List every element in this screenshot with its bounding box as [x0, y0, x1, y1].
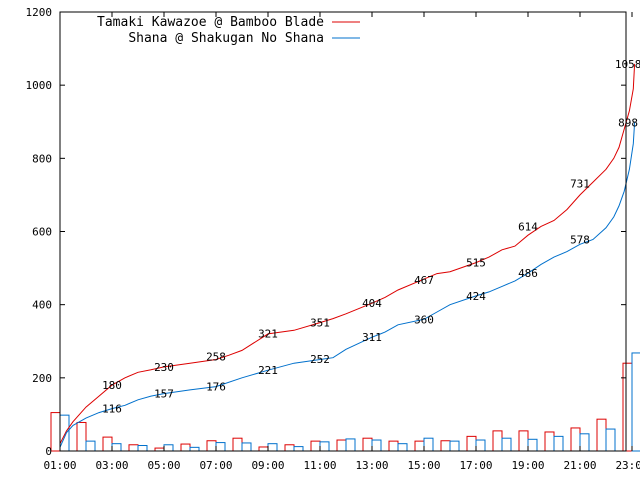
- data-label: 404: [362, 297, 382, 310]
- bar-blue: [59, 414, 70, 452]
- bar-red: [466, 435, 477, 452]
- data-label: 258: [206, 351, 226, 364]
- data-label: 176: [206, 381, 226, 394]
- bar-blue: [579, 433, 590, 452]
- data-label: 578: [570, 234, 590, 247]
- y-tick-label: 1000: [26, 79, 53, 92]
- bar-red: [206, 440, 217, 452]
- hourly-bars: [50, 352, 640, 452]
- bar-blue: [371, 439, 382, 452]
- data-label: 614: [518, 220, 538, 233]
- y-tick-label: 400: [32, 299, 52, 312]
- bar-red: [596, 418, 607, 452]
- bar-blue: [631, 352, 640, 452]
- data-label: 116: [102, 403, 122, 416]
- data-label: 486: [518, 267, 538, 280]
- bar-red: [440, 440, 451, 452]
- bar-blue: [475, 439, 486, 452]
- bar-blue: [267, 443, 278, 452]
- bar-red: [544, 431, 555, 452]
- x-tick-label: 15:00: [407, 459, 440, 472]
- y-tick-label: 600: [32, 226, 52, 239]
- data-label: 1058: [615, 58, 640, 71]
- bar-red: [362, 437, 373, 452]
- bar-red: [570, 427, 581, 452]
- data-label: 467: [414, 274, 434, 287]
- bar-blue: [397, 443, 408, 452]
- x-tick-label: 11:00: [303, 459, 336, 472]
- bar-red: [76, 421, 87, 452]
- bar-blue: [215, 442, 226, 452]
- bar-blue: [111, 443, 122, 452]
- data-label: 515: [466, 257, 486, 270]
- series-line-red: [59, 63, 636, 444]
- y-tick-label: 200: [32, 372, 52, 385]
- bar-blue: [501, 437, 512, 452]
- bar-blue: [189, 446, 200, 452]
- bar-blue: [449, 440, 460, 452]
- bar-red: [492, 430, 503, 452]
- bar-red: [180, 443, 191, 452]
- x-tick-label: 03:00: [95, 459, 128, 472]
- y-axis: 0 200 400 600 800 1000 1200: [26, 6, 626, 458]
- x-tick-label: 21:00: [563, 459, 596, 472]
- plot-frame: [59, 11, 627, 452]
- bar-red: [102, 436, 113, 452]
- data-label: 898: [618, 116, 638, 129]
- bar-blue: [605, 428, 616, 452]
- y-tick-label: 800: [32, 152, 52, 165]
- bar-blue: [423, 437, 434, 452]
- data-label: 424: [466, 290, 486, 303]
- data-label: 221: [258, 364, 278, 377]
- data-label: 360: [414, 313, 434, 326]
- x-tick-label: 23:00: [615, 459, 640, 472]
- x-tick-label: 07:00: [199, 459, 232, 472]
- bar-blue: [319, 441, 330, 452]
- y-tick-label: 1200: [26, 6, 53, 19]
- bar-red: [622, 362, 633, 452]
- x-tick-label: 01:00: [43, 459, 76, 472]
- bar-red: [310, 440, 321, 452]
- bar-blue: [163, 444, 174, 452]
- data-label: 321: [258, 328, 278, 341]
- x-tick-label: 09:00: [251, 459, 284, 472]
- data-labels: 180 230 258 321 351 404 467 515 614 731 1058 116 157…: [102, 58, 640, 416]
- data-label: 731: [570, 178, 590, 191]
- bar-blue: [85, 440, 96, 452]
- y-tick-label: 0: [45, 445, 52, 458]
- x-tick-label: 13:00: [355, 459, 388, 472]
- bar-blue: [527, 438, 538, 452]
- legend-label: Shana @ Shakugan No Shana: [128, 31, 324, 46]
- bar-blue: [137, 445, 148, 452]
- bar-blue: [241, 442, 252, 452]
- data-label: 351: [310, 317, 330, 330]
- bar-blue: [293, 446, 304, 452]
- x-tick-label: 17:00: [459, 459, 492, 472]
- x-tick-label: 19:00: [511, 459, 544, 472]
- bar-red: [128, 444, 139, 452]
- bar-red: [284, 444, 295, 452]
- data-label: 230: [154, 361, 174, 374]
- bar-red: [388, 440, 399, 452]
- x-axis: 01:00 03:00 05:00 07:00 09:00 11:00 13:00 15:00…: [43, 12, 640, 472]
- bar-red: [232, 437, 243, 452]
- bar-blue: [553, 435, 564, 452]
- bar-blue: [345, 438, 356, 452]
- bar-red: [258, 446, 269, 452]
- bar-red: [336, 439, 347, 452]
- cumulative-lines: [59, 63, 636, 448]
- bar-red: [518, 430, 529, 452]
- data-label: 252: [310, 353, 330, 366]
- data-label: 311: [362, 331, 382, 344]
- x-tick-label: 05:00: [147, 459, 180, 472]
- bar-red: [414, 440, 425, 452]
- data-label: 157: [154, 388, 174, 401]
- legend-label: Tamaki Kawazoe @ Bamboo Blade: [97, 15, 324, 30]
- data-label: 180: [102, 379, 122, 392]
- series-line-blue: [59, 122, 636, 448]
- bar-red: [50, 412, 61, 452]
